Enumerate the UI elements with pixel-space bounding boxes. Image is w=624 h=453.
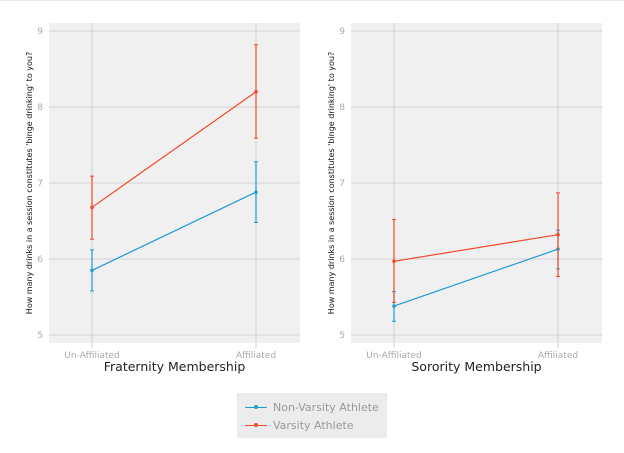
data-point	[254, 90, 258, 94]
series-line	[393, 248, 559, 307]
legend-swatch-non-varsity	[245, 403, 267, 411]
legend-item-non-varsity: Non-Varsity Athlete	[245, 399, 379, 415]
y-tick-label: 8	[339, 103, 345, 113]
legend-swatch-varsity	[245, 421, 267, 429]
data-point	[556, 232, 560, 237]
y-tick-label: 9	[37, 27, 43, 37]
series-line	[91, 91, 257, 208]
y-tick-label: 6	[37, 255, 43, 265]
data-point	[90, 205, 94, 210]
series-line	[393, 234, 559, 262]
y-axis-title: How many drinks in a session constitutes…	[327, 52, 336, 314]
x-tick-label: Affiliated	[236, 351, 276, 361]
x-tick-label: Affiliated	[538, 351, 578, 361]
y-tick-label: 7	[37, 179, 43, 189]
data-point	[392, 304, 396, 308]
y-tick-label: 5	[339, 331, 345, 341]
x-tick-label: Un-Affiliated	[64, 351, 120, 361]
x-axis-title: Sorority Membership	[411, 359, 541, 374]
legend-label: Non-Varsity Athlete	[273, 400, 379, 414]
y-tick-label: 5	[37, 331, 43, 341]
data-point	[254, 190, 258, 194]
series-line	[91, 191, 257, 271]
y-tick-label: 8	[37, 103, 43, 113]
y-tick-label: 9	[339, 27, 345, 37]
data-point	[392, 259, 396, 264]
y-tick-label: 7	[339, 179, 345, 189]
x-tick-label: Un-Affiliated	[366, 351, 422, 361]
x-axis-title: Fraternity Membership	[104, 359, 246, 374]
legend: Non-Varsity Athlete Varsity Athlete	[237, 393, 387, 438]
y-tick-label: 6	[339, 255, 345, 265]
y-axis-title: How many drinks in a session constitutes…	[25, 52, 34, 314]
data-point	[90, 268, 94, 273]
legend-label: Varsity Athlete	[273, 418, 354, 432]
legend-item-varsity: Varsity Athlete	[245, 417, 354, 433]
